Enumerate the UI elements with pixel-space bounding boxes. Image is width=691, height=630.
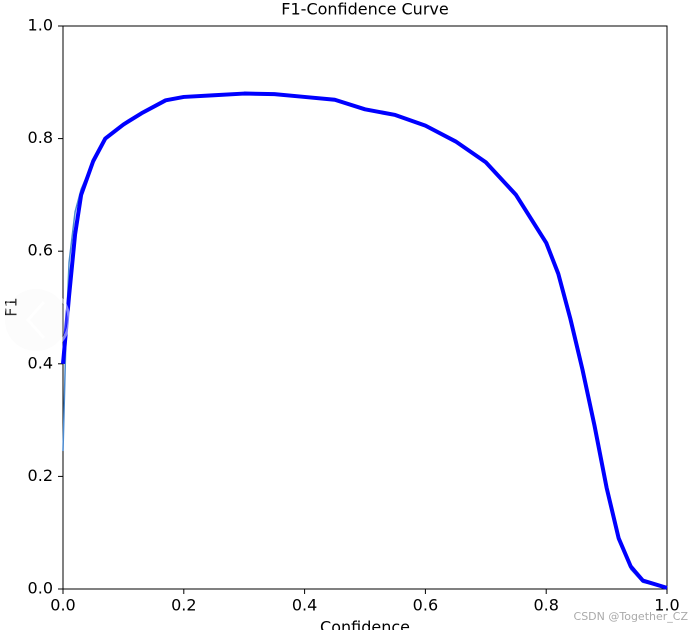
y-tick-label: 0.6 <box>28 241 53 260</box>
x-tick-label: 0.0 <box>50 596 75 615</box>
back-button[interactable] <box>1 285 71 355</box>
x-axis-label: Confidence <box>320 618 410 630</box>
watermark: CSDN @Together_CZ <box>574 610 689 623</box>
plot-frame <box>62 25 668 590</box>
x-tick-label: 0.8 <box>533 596 558 615</box>
x-tick-label: 0.2 <box>171 596 196 615</box>
x-tick-label: 0.4 <box>292 596 317 615</box>
y-tick-label: 0.0 <box>28 579 53 598</box>
y-tick-label: 0.2 <box>28 466 53 485</box>
y-tick-label: 0.8 <box>28 128 53 147</box>
y-axis-label: F1 <box>2 297 21 316</box>
x-tick-label: 0.6 <box>413 596 438 615</box>
y-tick-label: 0.4 <box>28 353 53 372</box>
x-tick-label: 1.0 <box>654 596 679 615</box>
line-series <box>61 91 668 590</box>
chart-title: F1-Confidence Curve <box>281 0 448 19</box>
y-tick-label: 1.0 <box>28 16 53 35</box>
